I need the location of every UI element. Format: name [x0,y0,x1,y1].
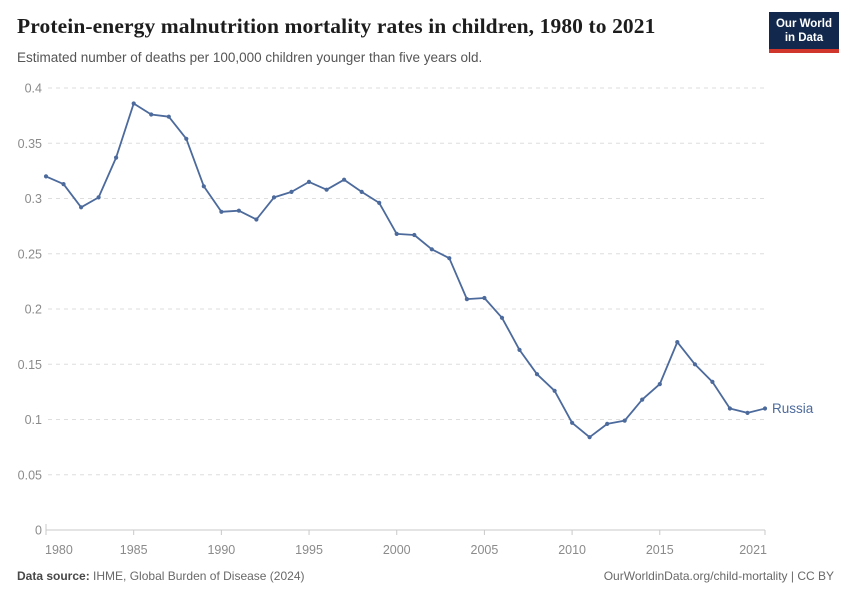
x-tick-label: 2010 [558,543,586,557]
data-point-2001[interactable] [412,232,417,238]
data-point-2016[interactable] [675,340,680,345]
data-point-1998[interactable] [359,189,364,194]
data-point-2011[interactable] [587,435,592,440]
owid-logo-line2: in Data [784,31,824,44]
chart-subtitle: Estimated number of deaths per 100,000 c… [17,50,483,65]
data-point-2003[interactable] [447,256,452,261]
data-point-2009[interactable] [552,388,557,393]
x-tick-label: 1980 [45,543,73,557]
x-tick-label: 2005 [471,543,499,557]
data-point-1988[interactable] [184,136,189,141]
y-tick-label: 0 [35,524,42,538]
data-source-text: IHME, Global Burden of Disease (2024) [93,569,305,583]
data-point-2018[interactable] [710,379,715,384]
data-point-1995[interactable] [306,179,312,184]
data-point-2004[interactable] [464,297,469,302]
data-point-1987[interactable] [166,114,171,119]
data-point-1989[interactable] [201,184,206,189]
x-tick-label: 1990 [207,543,235,557]
data-point-2002[interactable] [429,247,434,252]
page-title: Protein-energy malnutrition mortality ra… [17,14,656,38]
data-point-1992[interactable] [254,217,259,222]
data-point-1999[interactable] [377,200,382,205]
data-point-1982[interactable] [79,205,84,210]
data-point-1984[interactable] [114,155,119,160]
data-point-2006[interactable] [499,315,505,320]
x-tick-label: 1995 [295,543,323,557]
x-tick-label: 2015 [646,543,674,557]
chart-footer: Data source: IHME, Global Burden of Dise… [17,569,834,583]
data-point-2000[interactable] [394,231,399,236]
data-point-1985[interactable] [131,101,136,106]
data-point-2015[interactable] [657,382,662,387]
data-point-1990[interactable] [219,209,224,214]
owid-logo[interactable]: Our World in Data [768,12,839,53]
y-tick-label: 0.1 [25,413,42,427]
data-point-1996[interactable] [324,187,329,192]
data-point-1981[interactable] [61,182,66,187]
data-point-2020[interactable] [745,410,750,415]
data-point-2007[interactable] [517,347,522,352]
y-tick-label: 0.15 [18,358,42,372]
x-tick-label: 2021 [739,543,767,557]
data-point-2005[interactable] [482,295,487,301]
y-tick-label: 0.25 [18,247,42,261]
data-point-2008[interactable] [534,372,540,377]
data-source: Data source: IHME, Global Burden of Dise… [17,569,304,583]
series-line-russia[interactable] [45,102,766,439]
y-tick-label: 0.3 [25,192,42,206]
y-tick-label: 0.2 [25,303,42,317]
data-point-1980[interactable] [43,174,49,179]
data-point-2021[interactable] [762,406,768,411]
data-point-1997[interactable] [342,177,347,182]
y-tick-label: 0.4 [25,82,42,96]
x-tick-label: 1985 [120,543,148,557]
series-end-label[interactable]: Russia [772,401,814,416]
data-point-2014[interactable] [640,397,645,402]
y-tick-label: 0.05 [18,468,42,482]
data-point-1983[interactable] [96,195,101,200]
footer-citation-link[interactable]: OurWorldinData.org/child-mortality | CC … [603,569,834,583]
data-point-2019[interactable] [727,406,733,411]
data-point-1991[interactable] [236,208,241,213]
data-point-2013[interactable] [622,418,627,423]
data-point-2017[interactable] [692,362,698,367]
data-point-1986[interactable] [149,112,154,117]
data-source-label: Data source: [17,569,90,583]
owid-logo-line1: Our World [775,18,832,30]
data-point-1994[interactable] [289,189,294,194]
data-point-2010[interactable] [570,420,575,425]
x-tick-label: 2000 [383,543,411,557]
data-point-2012[interactable] [605,421,610,426]
data-point-1993[interactable] [271,195,277,200]
y-tick-label: 0.35 [18,137,42,151]
